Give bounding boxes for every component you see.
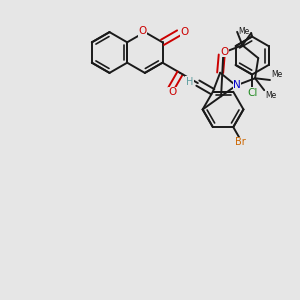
Text: N: N	[233, 80, 241, 90]
Text: O: O	[138, 26, 147, 37]
Text: O: O	[220, 47, 229, 57]
Text: Me: Me	[271, 70, 282, 79]
Text: Cl: Cl	[247, 88, 257, 98]
Text: O: O	[181, 27, 189, 37]
Text: O: O	[169, 87, 177, 97]
Text: H: H	[186, 77, 193, 87]
Text: Me: Me	[238, 27, 249, 36]
Text: Me: Me	[265, 91, 276, 100]
Text: Br: Br	[235, 137, 245, 147]
